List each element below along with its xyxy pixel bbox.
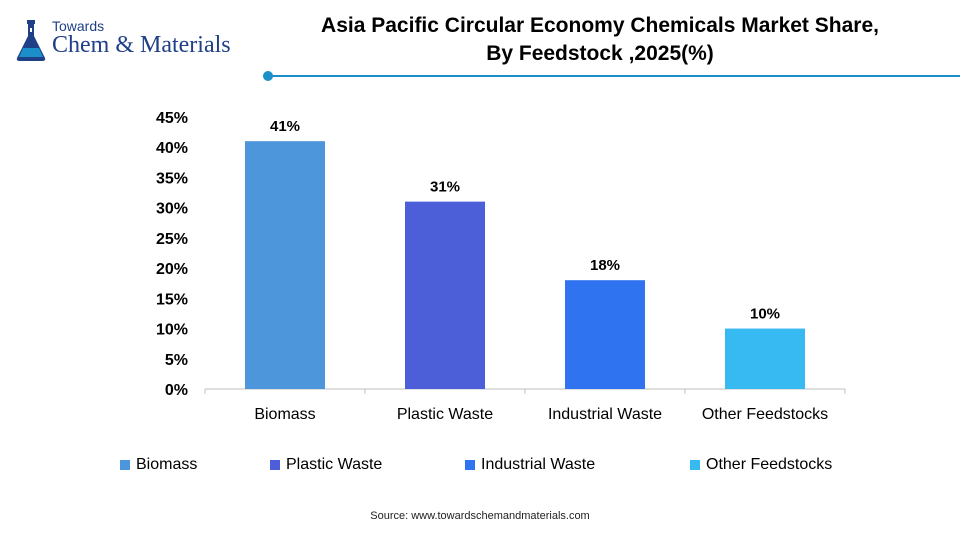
x-tick-label: Biomass	[254, 406, 315, 423]
legend-item: Other Feedstocks	[690, 456, 832, 474]
bar	[725, 328, 805, 389]
legend-swatch	[270, 460, 280, 470]
flask-icon	[16, 20, 46, 61]
data-label: 18%	[590, 257, 620, 274]
legend-label: Biomass	[136, 456, 198, 473]
bar	[405, 201, 485, 389]
x-tick-label: Industrial Waste	[548, 406, 662, 423]
y-tick-label: 20%	[156, 261, 188, 278]
x-tick-label: Other Feedstocks	[702, 406, 828, 423]
brand-top-text: Towards	[52, 18, 105, 34]
legend-swatch	[690, 460, 700, 470]
y-tick-label: 0%	[165, 382, 188, 399]
chart-title: Asia Pacific Circular Economy Chemicals …	[300, 12, 900, 68]
data-label: 41%	[270, 118, 300, 135]
legend-item: Biomass	[120, 456, 197, 474]
y-tick-label: 40%	[156, 140, 188, 157]
legend-label: Industrial Waste	[481, 456, 596, 473]
brand-logo: Towards Chem & Materials	[14, 14, 254, 68]
chart-title-line-1: Asia Pacific Circular Economy Chemicals …	[321, 14, 879, 37]
x-tick-label: Plastic Waste	[397, 406, 493, 423]
bar	[565, 280, 645, 389]
legend-label: Plastic Waste	[286, 456, 383, 473]
y-tick-label: 15%	[156, 291, 188, 308]
bar-chart: 0% 5% 10% 15% 20% 25% 30% 35% 40% 45% 41% Biomass 31…	[156, 110, 846, 423]
data-label: 31%	[430, 179, 460, 196]
legend-item: Industrial Waste	[465, 456, 595, 474]
bar	[245, 141, 325, 389]
y-tick-label: 30%	[156, 201, 188, 218]
y-tick-label: 5%	[165, 352, 188, 369]
y-tick-label: 35%	[156, 170, 188, 187]
legend-item: Plastic Waste	[270, 456, 382, 474]
source-note: Source: www.towardschemandmaterials.com	[370, 510, 590, 522]
legend-label: Other Feedstocks	[706, 456, 833, 473]
legend-swatch	[465, 460, 475, 470]
y-tick-label: 25%	[156, 231, 188, 248]
chart-legend: Biomass Plastic Waste Industrial Waste Othe…	[120, 456, 860, 476]
chart-title-line-2: By Feedstock ,2025(%)	[486, 42, 714, 65]
y-tick-label: 10%	[156, 322, 188, 339]
legend-swatch	[120, 460, 130, 470]
data-label: 10%	[750, 306, 780, 323]
title-divider	[263, 71, 960, 81]
brand-main-text: Chem & Materials	[52, 32, 231, 58]
y-tick-label: 45%	[156, 110, 188, 127]
